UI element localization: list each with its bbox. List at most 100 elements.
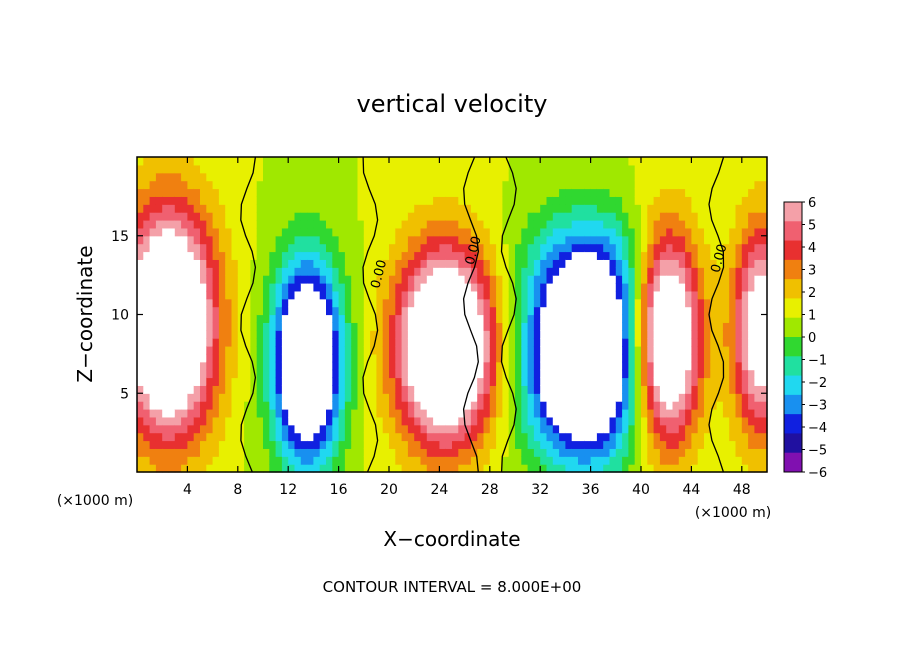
heatmap-cell (225, 369, 233, 379)
heatmap-cell (332, 243, 340, 253)
heatmap-cell (754, 180, 762, 190)
heatmap-cell (275, 235, 283, 245)
heatmap-cell (477, 259, 485, 268)
heatmap-cell (496, 401, 503, 410)
heatmap-cell (269, 196, 277, 205)
heatmap-cell (659, 290, 667, 300)
heatmap-cell (584, 259, 592, 268)
heatmap-cell (578, 361, 585, 371)
heatmap-cell (609, 322, 617, 331)
heatmap-cell (168, 196, 176, 205)
heatmap-cell (231, 314, 239, 323)
heatmap-cell (748, 251, 755, 260)
heatmap-cell (351, 204, 359, 213)
heatmap-cell (395, 157, 403, 166)
heatmap-cell (489, 172, 497, 182)
heatmap-cell (735, 393, 743, 402)
heatmap-cell (628, 196, 636, 205)
heatmap-cell (697, 361, 705, 371)
heatmap-cell (206, 385, 214, 394)
heatmap-cell (590, 432, 598, 442)
heatmap-cell (395, 393, 403, 402)
heatmap-cell (502, 243, 510, 253)
heatmap-cell (231, 251, 239, 260)
heatmap-cell (470, 424, 478, 434)
heatmap-cell (149, 204, 157, 213)
heatmap-cell (470, 338, 478, 347)
heatmap-cell (559, 456, 566, 465)
heatmap-cell (344, 346, 352, 355)
heatmap-cell (704, 314, 711, 323)
heatmap-cell (559, 385, 566, 394)
heatmap-cell (162, 306, 170, 316)
heatmap-cell (351, 432, 359, 442)
heatmap-cell (470, 188, 478, 197)
heatmap-cell (596, 157, 604, 166)
heatmap-cell (508, 322, 516, 331)
heatmap-cell (407, 251, 415, 260)
heatmap-cell (414, 212, 422, 221)
heatmap-cell (552, 227, 560, 237)
heatmap-cell (571, 290, 579, 300)
heatmap-cell (578, 164, 585, 174)
heatmap-cell (596, 314, 604, 323)
heatmap-cell (489, 377, 497, 386)
heatmap-cell (552, 401, 560, 410)
heatmap-cell (439, 393, 447, 402)
heatmap-cell (697, 353, 705, 363)
heatmap-cell (628, 456, 636, 465)
heatmap-cell (174, 338, 182, 347)
heatmap-cell (294, 385, 302, 394)
heatmap-cell (389, 235, 396, 245)
heatmap-cell (710, 275, 718, 284)
heatmap-cell (565, 385, 573, 394)
heatmap-cell (206, 464, 214, 473)
heatmap-cell (313, 157, 321, 166)
heatmap-cell (439, 464, 447, 473)
heatmap-cell (225, 416, 233, 426)
heatmap-cell (420, 227, 428, 237)
heatmap-cell (477, 227, 485, 237)
heatmap-cell (622, 196, 629, 205)
heatmap-cell (275, 322, 283, 331)
heatmap-cell (452, 385, 459, 394)
heatmap-cell (288, 251, 296, 260)
heatmap-cell (483, 409, 491, 418)
heatmap-cell (691, 385, 699, 394)
heatmap-cell (433, 290, 440, 300)
heatmap-cell (672, 432, 680, 442)
x-tick-label: 12 (279, 482, 297, 498)
heatmap-cell (218, 172, 226, 182)
heatmap-cell (231, 401, 239, 410)
heatmap-cell (729, 235, 737, 245)
heatmap-cell (389, 196, 396, 205)
heatmap-cell (300, 456, 308, 465)
heatmap-cell (735, 204, 743, 213)
heatmap-cell (395, 416, 403, 426)
heatmap-cell (212, 283, 220, 292)
heatmap-cell (281, 369, 289, 379)
heatmap-cell (332, 401, 340, 410)
heatmap-cell (666, 322, 674, 331)
heatmap-cell (200, 338, 207, 347)
heatmap-cell (263, 212, 270, 221)
heatmap-cell (307, 290, 314, 300)
heatmap-cell (250, 188, 258, 197)
heatmap-cell (596, 212, 604, 221)
heatmap-cell (193, 306, 201, 316)
heatmap-cell (596, 385, 604, 394)
heatmap-cell (307, 432, 314, 442)
heatmap-cell (181, 290, 188, 300)
heatmap-cell (741, 306, 749, 316)
heatmap-cell (515, 385, 522, 394)
heatmap-cell (357, 259, 365, 268)
heatmap-cell (477, 416, 485, 426)
heatmap-cell (332, 322, 340, 331)
heatmap-cell (200, 188, 207, 197)
heatmap-cell (218, 401, 226, 410)
heatmap-cell (389, 393, 396, 402)
heatmap-cell (508, 369, 516, 379)
heatmap-cell (319, 338, 327, 347)
heatmap-cell (546, 164, 554, 174)
heatmap-cell (748, 220, 755, 229)
